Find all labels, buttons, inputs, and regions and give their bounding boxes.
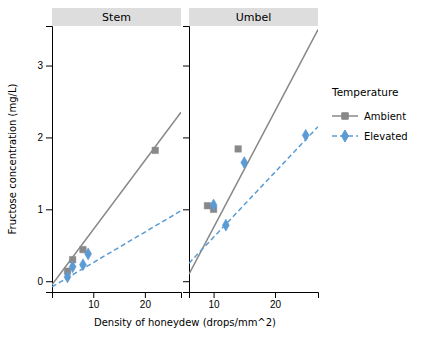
x-tick-label: 10	[88, 299, 100, 310]
x-tick-label: 20	[140, 299, 152, 310]
legend: Temperature Ambient Elevated	[331, 86, 408, 142]
x-tick-mark	[145, 292, 146, 298]
y-tick-mark	[46, 137, 52, 138]
legend-label: Ambient	[364, 111, 406, 122]
y-tick-mark	[183, 137, 189, 138]
y-tick-mark	[46, 209, 52, 210]
y-axis-line	[183, 27, 190, 293]
y-axis-line	[46, 27, 53, 293]
x-tick: 20	[270, 292, 282, 310]
y-tick-mark	[46, 66, 52, 67]
panel-strip	[189, 8, 318, 26]
y-tick	[183, 209, 189, 210]
y-tick-mark	[183, 281, 189, 282]
y-tick	[183, 137, 189, 138]
y-tick	[183, 281, 189, 282]
x-tick-label: 20	[270, 299, 282, 310]
x-axis-line	[190, 293, 319, 299]
point	[302, 129, 309, 141]
legend-symbol	[342, 113, 348, 119]
y-tick-label: 0	[37, 276, 43, 287]
point	[204, 202, 210, 208]
point	[210, 199, 217, 211]
x-tick: 10	[209, 292, 221, 310]
point	[152, 147, 158, 153]
y-axis-title: Fructose concentration (mg/L)	[7, 83, 18, 234]
legend-symbol	[342, 130, 349, 142]
y-tick	[183, 66, 189, 67]
point	[85, 248, 92, 260]
fit-line	[189, 127, 318, 264]
y-tick: 3	[37, 60, 52, 71]
y-tick: 0	[37, 276, 52, 287]
point	[69, 261, 76, 273]
chart: Stem 10 20 0 1 2 3 Fructose concentration (mg/L…	[0, 0, 424, 338]
panel-title: Umbel	[236, 11, 272, 24]
panel-strip	[52, 8, 181, 26]
x-axis: 10 20	[53, 292, 182, 310]
y-tick-label: 3	[37, 60, 43, 71]
y-tick: 2	[37, 132, 52, 143]
x-tick-mark	[93, 292, 94, 298]
point	[64, 271, 71, 283]
point	[80, 246, 86, 252]
y-tick-label: 1	[37, 204, 43, 215]
y-tick-mark	[183, 66, 189, 67]
legend-entry: Elevated	[332, 130, 408, 142]
x-axis: 10 20	[190, 292, 319, 310]
fit-line	[189, 30, 318, 274]
x-axis-title: Density of honeydew (drops/mm^2)	[94, 317, 276, 328]
x-tick: 20	[140, 292, 152, 310]
point	[241, 157, 248, 169]
y-axis	[183, 27, 190, 293]
x-tick: 10	[88, 292, 100, 310]
x-tick-label: 10	[209, 299, 221, 310]
legend-title: Temperature	[331, 86, 399, 98]
y-axis: 0 1 2 3	[37, 27, 52, 293]
fit-line	[52, 112, 181, 285]
point	[235, 146, 241, 152]
y-tick-label: 2	[37, 132, 43, 143]
panel: Umbel 10 20	[183, 8, 319, 310]
plot-area	[52, 112, 181, 287]
y-tick: 1	[37, 204, 52, 215]
plot-area	[189, 30, 318, 274]
x-axis-line	[53, 293, 182, 299]
panel: Stem 10 20 0 1 2 3	[37, 8, 181, 310]
fit-line	[52, 211, 181, 287]
point	[222, 219, 229, 231]
point	[79, 259, 86, 271]
x-tick-mark	[275, 292, 276, 298]
y-tick-mark	[46, 281, 52, 282]
legend-entry: Ambient	[332, 111, 406, 122]
legend-label: Elevated	[364, 131, 408, 142]
y-tick-mark	[183, 209, 189, 210]
panel-title: Stem	[102, 11, 131, 24]
x-tick-mark	[214, 292, 215, 298]
